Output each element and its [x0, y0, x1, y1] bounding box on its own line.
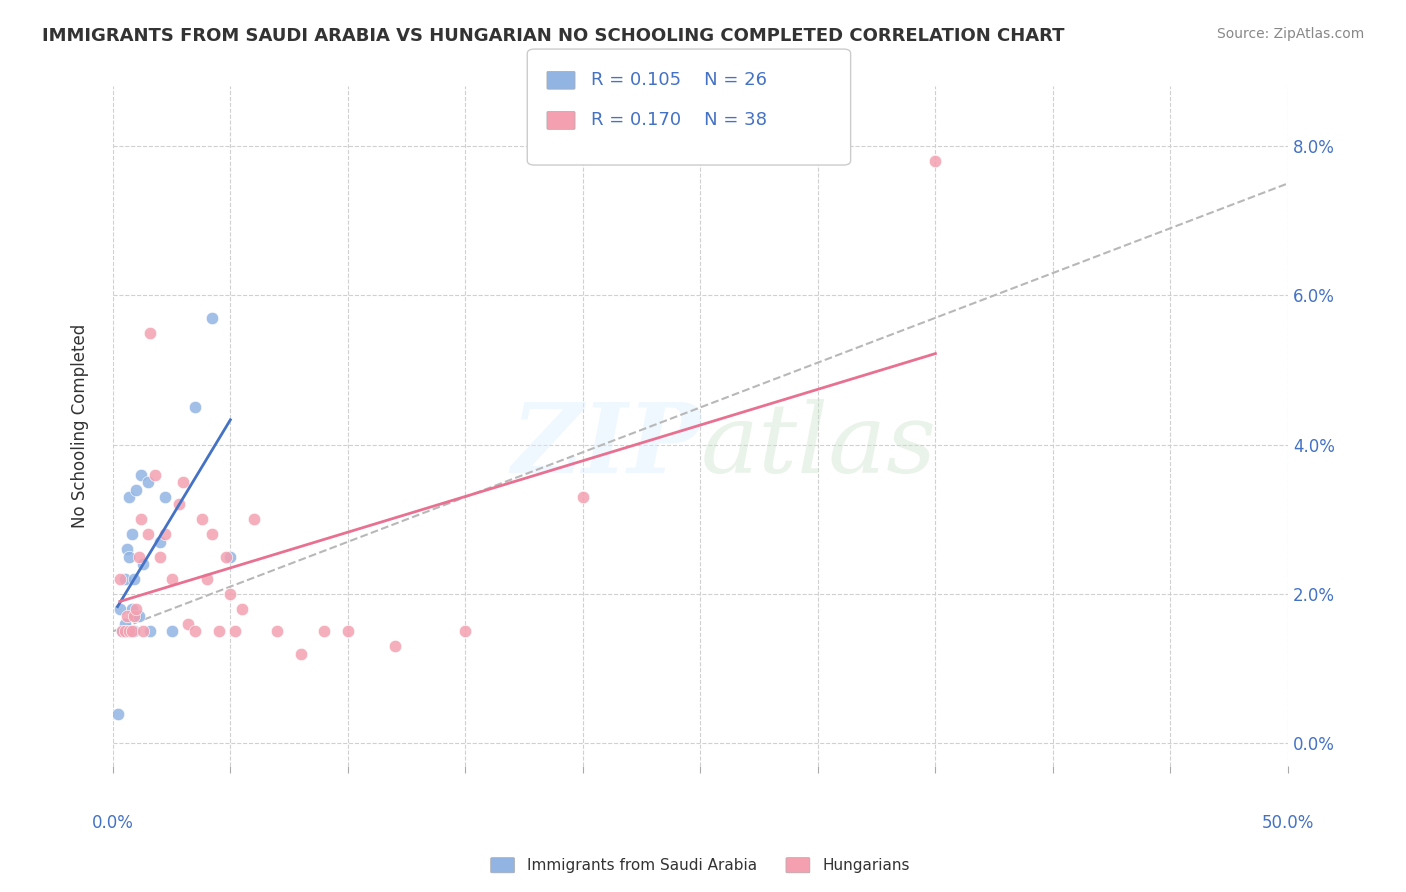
Point	[184, 401, 207, 415]
Point	[243, 512, 266, 526]
Point	[139, 326, 162, 340]
Point	[132, 558, 155, 572]
Point	[139, 624, 162, 639]
Point	[108, 602, 131, 616]
Point	[172, 475, 194, 489]
Text: 50.0%: 50.0%	[1261, 814, 1315, 832]
Point	[231, 602, 253, 616]
Point	[108, 572, 131, 586]
Point	[149, 549, 172, 564]
Point	[314, 624, 336, 639]
Point	[114, 572, 136, 586]
Point	[118, 549, 141, 564]
Point	[207, 624, 229, 639]
Point	[118, 490, 141, 504]
Point	[266, 624, 288, 639]
Text: Source: ZipAtlas.com: Source: ZipAtlas.com	[1216, 27, 1364, 41]
Point	[107, 706, 129, 721]
Point	[160, 572, 183, 586]
Point	[114, 624, 136, 639]
Point	[125, 602, 148, 616]
Point	[136, 475, 159, 489]
Point	[122, 624, 145, 639]
Point	[336, 624, 359, 639]
Point	[454, 624, 477, 639]
Text: Hungarians: Hungarians	[823, 858, 910, 872]
Point	[132, 624, 155, 639]
Point	[200, 527, 222, 541]
Point	[214, 549, 236, 564]
Point	[115, 542, 138, 557]
Point	[136, 527, 159, 541]
Point	[111, 624, 134, 639]
Point	[115, 609, 138, 624]
Point	[153, 527, 176, 541]
Point	[122, 609, 145, 624]
Point	[125, 609, 148, 624]
Text: R = 0.105    N = 26: R = 0.105 N = 26	[591, 71, 766, 89]
Y-axis label: No Schooling Completed: No Schooling Completed	[72, 324, 89, 528]
Text: Immigrants from Saudi Arabia: Immigrants from Saudi Arabia	[527, 858, 758, 872]
Point	[177, 616, 200, 631]
Point	[160, 624, 183, 639]
Point	[128, 549, 150, 564]
Point	[111, 624, 134, 639]
Point	[290, 647, 312, 661]
Point	[219, 549, 242, 564]
Point	[924, 154, 946, 169]
Point	[572, 490, 595, 504]
Point	[121, 527, 143, 541]
Point	[200, 310, 222, 325]
Point	[122, 572, 145, 586]
Point	[115, 624, 138, 639]
Point	[184, 624, 207, 639]
Point	[121, 624, 143, 639]
Point	[219, 587, 242, 601]
Point	[195, 572, 218, 586]
Point	[384, 640, 406, 654]
Point	[118, 624, 141, 639]
Point	[114, 616, 136, 631]
Text: ZIP: ZIP	[510, 400, 700, 493]
Point	[149, 534, 172, 549]
Point	[129, 512, 152, 526]
Point	[153, 490, 176, 504]
Point	[167, 498, 190, 512]
Point	[143, 467, 166, 482]
Point	[191, 512, 214, 526]
Point	[129, 467, 152, 482]
Text: R = 0.170    N = 38: R = 0.170 N = 38	[591, 112, 766, 129]
Text: IMMIGRANTS FROM SAUDI ARABIA VS HUNGARIAN NO SCHOOLING COMPLETED CORRELATION CHA: IMMIGRANTS FROM SAUDI ARABIA VS HUNGARIA…	[42, 27, 1064, 45]
Text: atlas: atlas	[700, 400, 936, 493]
Point	[125, 483, 148, 497]
Point	[224, 624, 246, 639]
Text: 0.0%: 0.0%	[91, 814, 134, 832]
Point	[128, 609, 150, 624]
Point	[121, 602, 143, 616]
